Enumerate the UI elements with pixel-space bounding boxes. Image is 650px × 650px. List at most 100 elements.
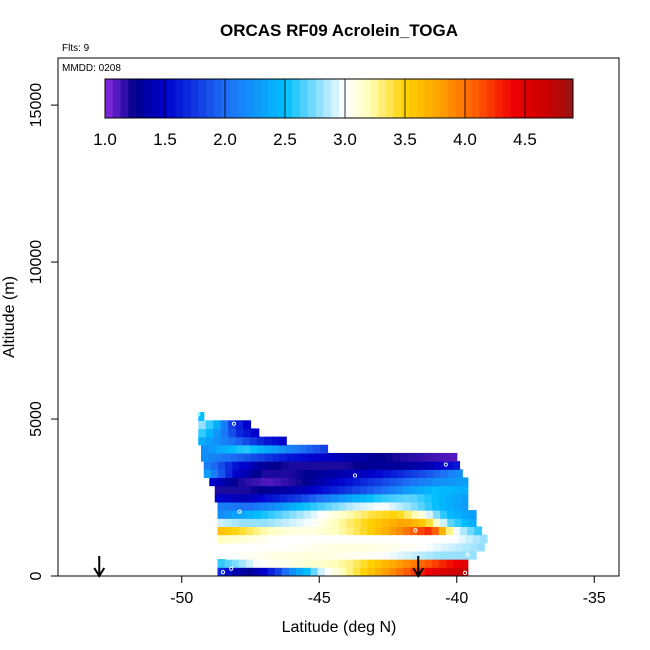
heatmap-cell <box>368 469 377 479</box>
heatmap-cell <box>361 510 369 519</box>
heatmap-cell <box>418 510 427 519</box>
heatmap-cell <box>445 461 453 470</box>
heatmap-cell <box>403 559 412 568</box>
heatmap-cell <box>468 518 477 527</box>
heatmap-cell <box>437 534 446 544</box>
heatmap-cell <box>213 420 222 430</box>
heatmap-cell <box>267 526 276 536</box>
colorbar-tick-label: 4.5 <box>513 130 537 149</box>
heatmap-cell <box>221 485 230 495</box>
heatmap-cell <box>281 477 289 487</box>
colorbar-segment <box>448 79 457 118</box>
heatmap-cell <box>438 493 447 503</box>
heatmap-cell <box>389 518 398 527</box>
heatmap-cell <box>333 542 342 552</box>
heatmap-cell <box>417 526 426 536</box>
heatmap-cell <box>453 477 462 487</box>
heatmap-cell <box>376 469 384 479</box>
sample-point <box>229 566 234 571</box>
heatmap-cell <box>246 518 254 527</box>
heatmap-cell <box>231 534 240 544</box>
heatmap-cell <box>381 493 389 503</box>
colorbar-segment <box>323 79 332 118</box>
heatmap-cell <box>281 461 290 470</box>
heatmap-cell <box>311 469 320 479</box>
heatmap-cell <box>367 559 376 568</box>
heatmap-cell <box>426 542 435 552</box>
heatmap-cell <box>276 542 284 552</box>
heatmap-cell <box>440 518 448 527</box>
heatmap-cell <box>330 534 339 544</box>
heatmap-cell <box>254 550 263 560</box>
heatmap-cell <box>306 444 315 454</box>
heatmap-cell <box>461 510 470 519</box>
heatmap-cell <box>231 510 240 519</box>
heatmap-cell <box>222 444 230 454</box>
heatmap-cell <box>323 534 332 544</box>
heatmap-cell <box>321 452 330 462</box>
heatmap-cell <box>339 510 348 519</box>
heatmap-cell <box>411 550 420 560</box>
heatmap-cell <box>246 501 254 511</box>
heatmap-cell <box>433 542 442 552</box>
heatmap-cell <box>289 567 297 576</box>
heatmap-cell <box>411 469 420 479</box>
sample-point <box>352 473 358 478</box>
heatmap-cell <box>279 493 288 503</box>
heatmap-cell <box>430 534 438 544</box>
heatmap-cell <box>217 461 226 470</box>
colorbar-segment <box>526 79 535 118</box>
heatmap-cell <box>239 518 247 527</box>
heatmap-cell <box>323 485 332 495</box>
heatmap-cell <box>411 510 420 519</box>
heatmap-cell <box>381 477 390 487</box>
heatmap-cell <box>243 493 252 503</box>
colorbar-segment <box>300 79 309 118</box>
heatmap-cell <box>337 493 346 503</box>
heatmap-cell <box>447 550 456 560</box>
heatmap-cell <box>272 485 281 495</box>
colorbar-segment <box>315 79 324 118</box>
heatmap-cell <box>360 559 369 568</box>
heatmap-cell <box>421 452 429 462</box>
heatmap-cell <box>432 518 441 527</box>
heatmap-cell <box>474 526 483 536</box>
heatmap-cell <box>282 510 290 519</box>
heatmap-cell <box>445 526 454 536</box>
heatmap-cell <box>203 469 212 479</box>
colorbar-segment <box>370 79 379 118</box>
heatmap-cell <box>310 526 318 536</box>
heatmap-cell <box>267 534 275 544</box>
heatmap-cell <box>220 420 229 430</box>
colorbar-segment <box>214 79 223 118</box>
chart-title: ORCAS RF09 Acrolein_TOGA <box>220 21 458 40</box>
heatmap-cell <box>214 485 223 495</box>
heatmap-cell <box>288 534 297 544</box>
heatmap-cell <box>361 550 370 560</box>
heatmap-cell <box>412 542 421 552</box>
heatmap-cell <box>397 469 406 479</box>
heatmap-cell <box>458 534 467 544</box>
heatmap-cell <box>265 493 274 503</box>
heatmap-cell <box>390 542 399 552</box>
heatmap-cell <box>239 510 247 519</box>
heatmap-cell <box>352 461 361 470</box>
heatmap-cell <box>419 469 427 479</box>
heatmap-cell <box>325 518 333 527</box>
heatmap-cell <box>272 452 280 462</box>
heatmap-cell <box>347 542 356 552</box>
heatmap-cell <box>357 452 365 462</box>
heatmap-cell <box>417 485 425 495</box>
heatmap-cell <box>214 493 223 503</box>
heatmap-cell <box>410 501 419 511</box>
heatmap-cell <box>360 526 368 536</box>
heatmap-cell <box>267 559 276 568</box>
heatmap-cell <box>392 452 401 462</box>
heatmap-cell <box>310 510 319 519</box>
heatmap-cell <box>261 550 270 560</box>
heatmap-cell <box>425 518 434 527</box>
heatmap-cell <box>274 510 283 519</box>
heatmap-cell <box>274 518 283 527</box>
heatmap-cell <box>290 542 299 552</box>
heatmap-cell <box>380 534 389 544</box>
